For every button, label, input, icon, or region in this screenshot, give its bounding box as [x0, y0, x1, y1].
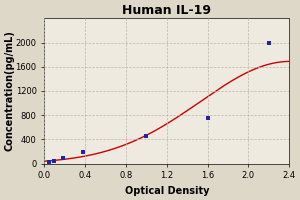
Point [81, 150, 85, 153]
Point [205, 117, 210, 120]
Title: Human IL-19: Human IL-19 [122, 4, 211, 17]
Point [47, 161, 52, 164]
Point [60, 156, 65, 159]
Point [144, 135, 149, 138]
Point [51, 159, 56, 162]
X-axis label: Optical Density: Optical Density [124, 186, 209, 196]
Y-axis label: Concentration(pg/mL): Concentration(pg/mL) [4, 31, 14, 151]
Point [266, 41, 271, 44]
